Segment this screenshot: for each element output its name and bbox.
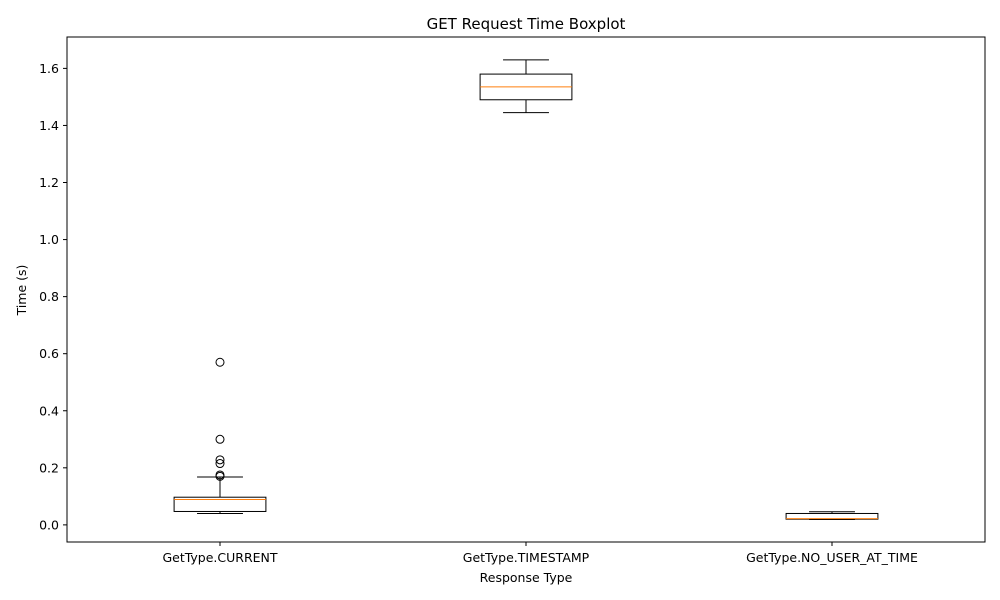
y-tick-label: 0.6 (39, 346, 59, 361)
outlier-point (215, 459, 225, 469)
y-tick-label: 0.4 (39, 403, 59, 418)
y-axis-label: Time (s) (14, 265, 29, 317)
chart-title: GET Request Time Boxplot (427, 15, 626, 33)
outlier-point (215, 434, 225, 444)
plot-content: 0.0 0.2 0.4 0.6 0.8 1.0 1.2 1.4 1.6 GetType.CURRE… (39, 59, 918, 565)
y-tick-label: 0.8 (39, 289, 59, 304)
y-tick-label: 1.2 (39, 175, 59, 190)
y-tick-label: 0.2 (39, 460, 59, 475)
y-tick-label: 1.6 (39, 61, 59, 76)
outlier-point (215, 357, 225, 367)
x-tick-label: GetType.NO_USER_AT_TIME (746, 550, 918, 565)
y-tick-label: 0.0 (39, 517, 59, 532)
x-tick-label: GetType.TIMESTAMP (463, 550, 590, 565)
box-iqr (785, 512, 879, 520)
x-tick-label: GetType.CURRENT (162, 550, 277, 565)
outlier-point (215, 470, 225, 480)
axes-frame (66, 36, 986, 543)
x-axis-label: Response Type (480, 570, 573, 585)
box-iqr (173, 496, 267, 512)
y-tick-label: 1.0 (39, 232, 59, 247)
outlier-point (215, 455, 225, 465)
y-tick-label: 1.4 (39, 118, 59, 133)
